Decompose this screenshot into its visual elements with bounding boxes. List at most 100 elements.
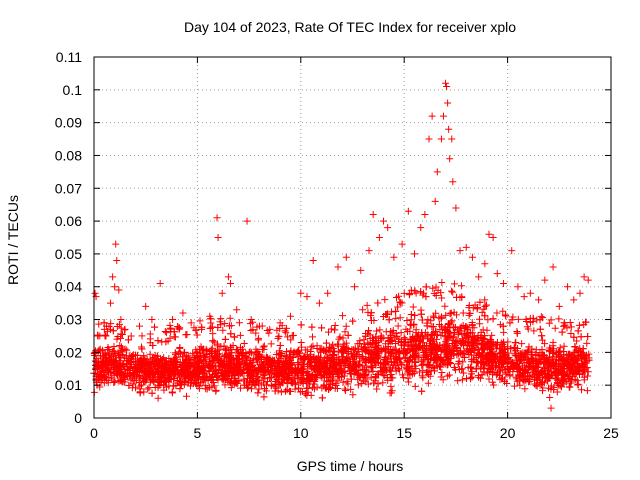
data-point: [445, 320, 453, 328]
data-point: [384, 357, 392, 365]
data-point: [319, 361, 327, 369]
data-point: [435, 321, 443, 329]
data-point: [499, 307, 507, 315]
data-point: [432, 359, 440, 367]
data-point: [287, 367, 295, 375]
data-point: [233, 368, 241, 376]
data-point: [501, 311, 509, 319]
data-point: [120, 326, 128, 334]
chart-title: Day 104 of 2023, Rate Of TEC Index for r…: [184, 19, 516, 35]
data-point: [244, 365, 252, 373]
outlier-point: [449, 178, 457, 186]
data-point: [313, 355, 321, 363]
x-tick-labels: 0 5 10 15 20 25: [90, 425, 619, 441]
data-point: [227, 379, 235, 387]
outlier-point: [535, 296, 543, 304]
data-point: [552, 374, 560, 382]
data-point: [418, 329, 426, 337]
outlier-point: [162, 329, 170, 337]
data-point: [171, 333, 179, 341]
data-points: [90, 79, 593, 412]
data-point: [138, 332, 146, 340]
data-point: [146, 350, 154, 358]
data-point: [279, 358, 287, 366]
data-point: [417, 310, 425, 318]
data-point: [278, 365, 286, 373]
data-point: [522, 315, 530, 323]
data-point: [325, 344, 333, 352]
data-point: [140, 352, 148, 360]
data-point: [92, 366, 100, 374]
outlier-point: [91, 289, 99, 297]
data-point: [461, 353, 469, 361]
data-point: [316, 364, 324, 372]
data-point: [113, 360, 121, 368]
data-point: [544, 363, 552, 371]
data-point: [144, 385, 152, 393]
data-point: [182, 362, 190, 370]
data-point: [325, 367, 333, 375]
data-point: [267, 340, 275, 348]
data-point: [153, 352, 161, 360]
data-point: [225, 322, 233, 330]
data-point: [109, 327, 117, 335]
data-point: [425, 363, 433, 371]
data-point: [411, 352, 419, 360]
outlier-point: [442, 79, 450, 87]
x-tick-label: 10: [293, 425, 309, 441]
data-point: [584, 372, 592, 380]
outlier-point: [443, 83, 451, 91]
data-point: [379, 371, 387, 379]
data-point: [584, 333, 592, 341]
data-point: [440, 341, 448, 349]
data-point: [294, 347, 302, 355]
data-point: [138, 345, 146, 353]
data-point: [275, 332, 283, 340]
data-point: [485, 358, 493, 366]
data-point: [105, 369, 113, 377]
data-point: [456, 324, 464, 332]
data-point: [409, 333, 417, 341]
data-point: [141, 355, 149, 363]
data-point: [281, 327, 289, 335]
data-point: [195, 370, 203, 378]
outlier-point: [481, 260, 489, 268]
data-point: [411, 311, 419, 319]
data-point: [392, 314, 400, 322]
data-point: [405, 357, 413, 365]
data-point: [413, 332, 421, 340]
data-point: [187, 359, 195, 367]
data-point: [444, 342, 452, 350]
data-point: [541, 340, 549, 348]
outlier-point: [421, 211, 429, 219]
data-point: [384, 310, 392, 318]
data-point: [298, 343, 306, 351]
data-point: [397, 341, 405, 349]
data-point: [267, 374, 275, 382]
data-point: [372, 337, 380, 345]
data-point: [441, 302, 449, 310]
data-point: [499, 322, 507, 330]
data-point: [367, 373, 375, 381]
data-point: [538, 336, 546, 344]
data-point: [177, 350, 185, 358]
outlier-point: [456, 247, 464, 255]
data-point: [566, 350, 574, 358]
outlier-point: [206, 312, 214, 320]
data-point: [135, 379, 143, 387]
data-point: [470, 332, 478, 340]
data-point: [219, 326, 227, 334]
data-point: [487, 363, 495, 371]
data-point: [466, 364, 474, 372]
data-point: [363, 347, 371, 355]
data-point: [495, 356, 503, 364]
data-point: [528, 354, 536, 362]
data-point: [475, 350, 483, 358]
data-point: [480, 305, 488, 313]
data-point: [450, 280, 458, 288]
data-point: [386, 352, 394, 360]
data-point: [231, 379, 239, 387]
outlier-point: [549, 263, 557, 271]
data-point: [221, 335, 229, 343]
data-point: [444, 372, 452, 380]
